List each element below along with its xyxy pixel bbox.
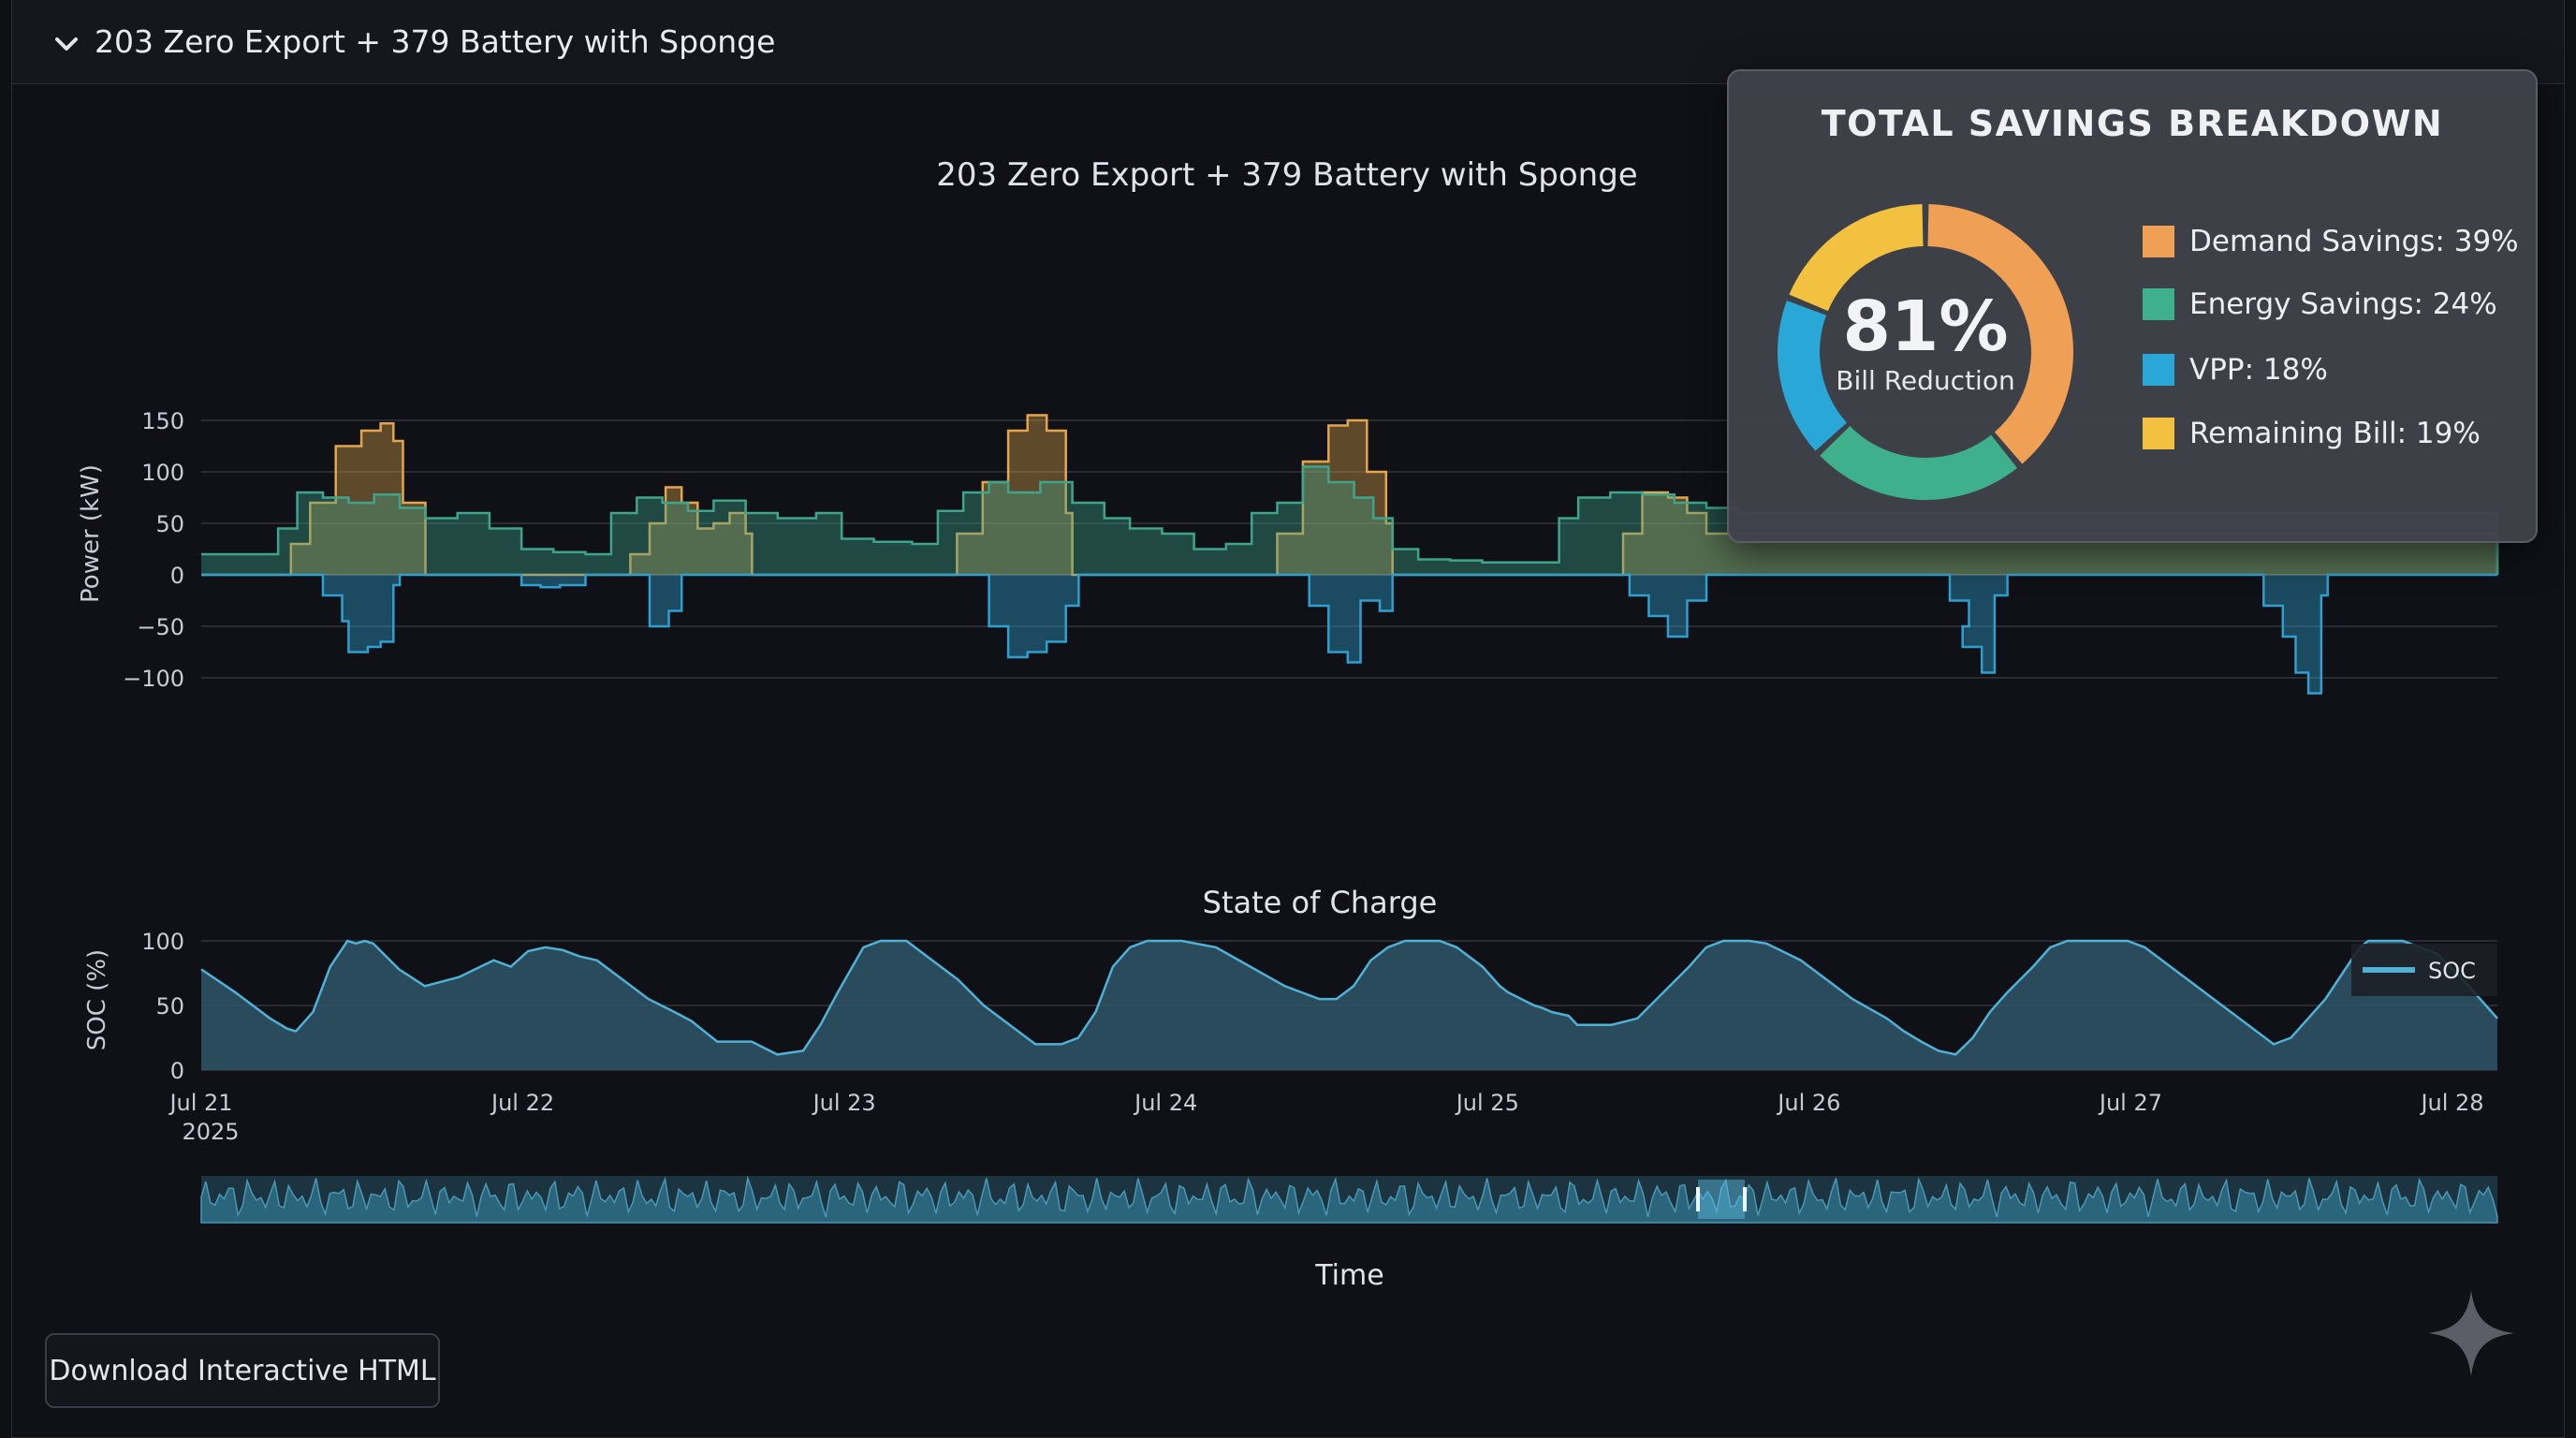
range-slider-window — [1698, 1180, 1745, 1219]
savings-donut-chart — [1778, 204, 2073, 500]
soc-chart-title: State of Charge — [1203, 885, 1438, 920]
power-series-solar-area — [201, 466, 2497, 575]
range-slider-left-handle — [1696, 1187, 1700, 1211]
donut-slice — [1927, 204, 2073, 464]
power-y-tick: 50 — [155, 511, 184, 537]
legend-item-vpp: VPP: 18% — [2143, 351, 2328, 389]
legend-label: Remaining Bill: 19% — [2189, 417, 2481, 450]
legend-item-demand: Demand Savings: 39% — [2143, 223, 2519, 260]
power-y-axis-label: Power (kW) — [77, 464, 105, 603]
legend-swatch — [2143, 354, 2174, 386]
power-series-battery-line — [201, 573, 2497, 695]
bill-reduction-label: Bill Reduction — [1836, 365, 2015, 396]
section-title: 203 Zero Export + 379 Battery with Spong… — [95, 23, 776, 60]
soc-legend-label: SOC — [2428, 958, 2476, 984]
legend-label: VPP: 18% — [2189, 353, 2328, 387]
soc-x-tick: Jul 25 — [1455, 1090, 1519, 1116]
power-chart-title: 203 Zero Export + 379 Battery with Spong… — [936, 156, 1637, 194]
power-y-tick: 0 — [170, 563, 184, 589]
legend-item-energy: Energy Savings: 24% — [2143, 286, 2497, 323]
legend-item-remaining: Remaining Bill: 19% — [2143, 415, 2481, 452]
soc-y-axis-label: SOC (%) — [83, 949, 111, 1050]
savings-breakdown-card: TOTAL SAVINGS BREAKDOWN 81% Bill Reducti… — [1727, 69, 2538, 543]
power-y-tick: 150 — [141, 408, 184, 434]
soc-x-tick: Jul 22 — [490, 1090, 554, 1116]
soc-x-tick: Jul 27 — [2098, 1090, 2162, 1116]
range-slider-preview — [200, 1175, 2498, 1224]
bill-reduction-value: 81% — [1842, 286, 2009, 367]
soc-x-tick: Jul 24 — [1133, 1090, 1197, 1116]
chevron-down-icon[interactable] — [48, 26, 85, 64]
sparkle-icon[interactable] — [2424, 1286, 2518, 1380]
soc-x-tick: Jul 23 — [812, 1090, 876, 1116]
power-series-battery-area — [201, 575, 2497, 694]
soc-x-tick: Jul 21 — [168, 1090, 232, 1116]
soc-y-tick: 100 — [141, 929, 184, 955]
power-y-tick: −100 — [123, 666, 184, 692]
power-y-tick: 100 — [141, 460, 184, 486]
soc-y-tick: 0 — [170, 1058, 184, 1084]
legend-swatch — [2143, 226, 2174, 257]
x-axis-label: Time — [1314, 1259, 1383, 1292]
legend-label: Energy Savings: 24% — [2189, 287, 2497, 321]
soc-area — [201, 941, 2497, 1070]
donut-slice — [1789, 204, 1924, 312]
download-html-button[interactable]: Download Interactive HTML — [45, 1333, 440, 1408]
donut-slice — [1820, 426, 2018, 500]
soc-x-tick: Jul 28 — [2419, 1090, 2483, 1116]
legend-swatch — [2143, 288, 2174, 320]
soc-chart[interactable]: State of Charge 100 50 0 SOC (%) SOC Jul 21 Jul… — [83, 885, 2498, 1145]
power-series-solar-line — [201, 465, 2499, 575]
power-y-tick: −50 — [137, 614, 184, 640]
soc-x-year-label: 2025 — [182, 1119, 239, 1145]
savings-title: TOTAL SAVINGS BREAKDOWN — [1821, 103, 2444, 144]
soc-x-tick: Jul 26 — [1776, 1090, 1840, 1116]
donut-slice — [1778, 301, 1847, 451]
range-slider[interactable]: Time — [200, 1175, 2498, 1292]
soc-y-tick: 50 — [155, 993, 184, 1020]
section-header[interactable]: 203 Zero Export + 379 Battery with Spong… — [11, 0, 2565, 84]
legend-swatch — [2143, 418, 2174, 449]
legend-label: Demand Savings: 39% — [2189, 225, 2519, 258]
power-series-load-line — [201, 414, 2499, 577]
range-slider-right-handle — [1743, 1187, 1747, 1211]
soc-line — [200, 939, 2498, 1056]
